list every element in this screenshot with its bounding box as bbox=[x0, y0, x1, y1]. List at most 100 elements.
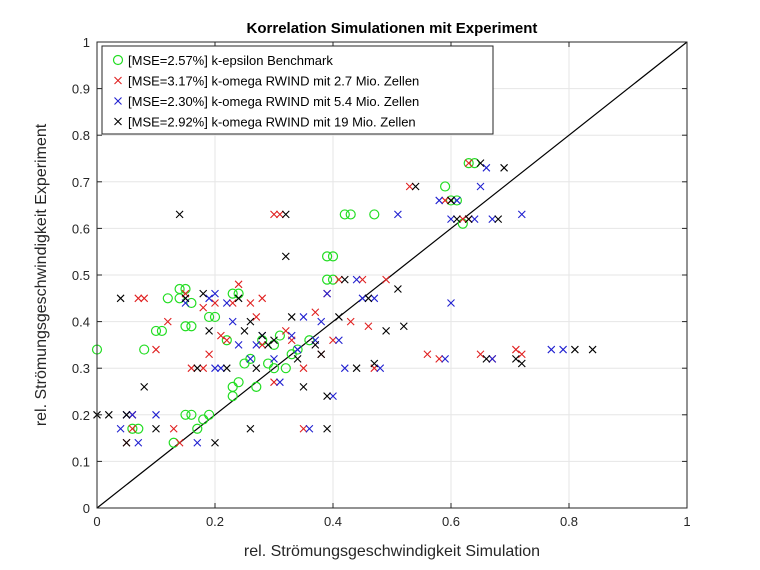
data-point bbox=[270, 354, 278, 363]
data-point bbox=[292, 344, 303, 355]
data-point bbox=[358, 275, 367, 284]
x-marker-stroke bbox=[199, 303, 208, 312]
plot-frame bbox=[96, 41, 688, 509]
x-marker-stroke bbox=[140, 294, 149, 303]
data-point bbox=[222, 299, 231, 307]
data-point bbox=[457, 218, 468, 229]
data-point bbox=[571, 345, 579, 354]
data-point bbox=[358, 294, 367, 303]
x-marker-stroke bbox=[453, 196, 461, 205]
x-marker-stroke bbox=[476, 350, 485, 359]
data-point bbox=[458, 215, 467, 223]
x-marker-stroke bbox=[252, 313, 261, 321]
x-marker-stroke bbox=[453, 215, 461, 223]
data-point bbox=[559, 345, 567, 354]
x-marker-stroke bbox=[240, 327, 249, 335]
x-marker-stroke bbox=[152, 410, 160, 419]
data-point bbox=[180, 409, 191, 420]
x-marker-stroke bbox=[140, 382, 149, 391]
x-marker-stroke bbox=[335, 275, 343, 284]
x-marker-stroke bbox=[364, 294, 373, 303]
data-point bbox=[370, 294, 379, 303]
data-point bbox=[174, 283, 185, 295]
x-marker-stroke bbox=[128, 424, 137, 433]
x-marker-stroke bbox=[134, 294, 143, 303]
data-point bbox=[323, 289, 331, 298]
x-marker-stroke bbox=[258, 341, 267, 349]
axes-frame bbox=[96, 41, 688, 509]
data-point bbox=[340, 364, 349, 373]
data-point bbox=[441, 196, 449, 205]
x-marker-stroke bbox=[199, 289, 208, 298]
x-marker-stroke bbox=[358, 275, 367, 284]
x-marker-stroke bbox=[447, 215, 455, 223]
data-point bbox=[322, 251, 333, 262]
x-marker-stroke bbox=[464, 159, 473, 168]
x-marker-stroke bbox=[382, 275, 390, 284]
identity-line bbox=[96, 41, 688, 509]
data-point bbox=[423, 350, 432, 359]
x-marker-stroke bbox=[252, 341, 261, 349]
data-point bbox=[470, 215, 479, 223]
data-point bbox=[134, 294, 143, 303]
data-point bbox=[327, 251, 339, 262]
x-marker-stroke bbox=[122, 410, 131, 419]
x-marker-stroke bbox=[340, 275, 349, 284]
x-marker-stroke bbox=[382, 327, 390, 335]
data-point bbox=[482, 163, 491, 172]
x-marker-stroke bbox=[175, 210, 184, 219]
data-point bbox=[464, 215, 473, 223]
x-marker-stroke bbox=[488, 354, 497, 363]
legend-entry: [MSE=2.30%] k-omega RWIND mit 5.4 Mio. Z… bbox=[128, 94, 419, 109]
data-point bbox=[199, 364, 208, 373]
x-marker-stroke bbox=[163, 317, 172, 326]
data-point bbox=[205, 327, 213, 335]
y-tick-label: 0.8 bbox=[72, 128, 90, 143]
x-marker-stroke bbox=[246, 299, 255, 307]
data-point bbox=[270, 336, 278, 345]
x-marker-stroke bbox=[588, 345, 597, 354]
legend-marker bbox=[112, 54, 124, 66]
y-tick-label: 0.7 bbox=[72, 175, 90, 190]
legend-box bbox=[101, 45, 494, 135]
x-marker-stroke bbox=[246, 317, 255, 326]
x-marker-stroke bbox=[270, 354, 278, 363]
data-points bbox=[91, 158, 597, 448]
data-point bbox=[252, 341, 261, 349]
tick-labels: 0 0.2 0.4 0.6 0.8 1 0 0.1 0.2 0.3 0.4 0.5 0.6 0.7 0.8 0… bbox=[72, 35, 691, 529]
data-point bbox=[268, 363, 280, 374]
x-marker-stroke bbox=[152, 424, 160, 433]
data-point bbox=[204, 311, 215, 323]
data-point bbox=[233, 377, 244, 388]
x-marker-stroke bbox=[134, 438, 143, 447]
x-marker-stroke bbox=[205, 350, 213, 359]
y-axis-label: rel. Strömungsgeschwindigkeit Experiment bbox=[33, 123, 50, 426]
x-marker-stroke bbox=[205, 327, 213, 335]
x-marker-stroke bbox=[435, 196, 444, 205]
x-tick-label: 0 bbox=[93, 514, 100, 529]
data-point bbox=[335, 336, 343, 345]
data-point bbox=[140, 382, 149, 391]
data-point bbox=[364, 294, 373, 303]
y-tick-label: 0.5 bbox=[72, 268, 90, 283]
x-tick-label: 0.4 bbox=[324, 514, 342, 529]
x-marker-stroke bbox=[181, 294, 190, 303]
data-point bbox=[116, 424, 125, 433]
x-marker-stroke bbox=[281, 327, 290, 335]
data-point bbox=[280, 363, 291, 374]
x-marker-stroke bbox=[122, 438, 131, 447]
data-point bbox=[335, 275, 343, 284]
data-point bbox=[246, 299, 255, 307]
data-point bbox=[258, 294, 267, 303]
x-marker-stroke bbox=[228, 317, 237, 326]
x-marker-stroke bbox=[264, 341, 272, 349]
x-marker-stroke bbox=[234, 341, 243, 349]
data-point bbox=[453, 215, 461, 223]
data-point bbox=[281, 210, 290, 219]
data-point bbox=[447, 215, 455, 223]
data-point bbox=[128, 410, 137, 419]
y-tick-label: 0.4 bbox=[72, 315, 90, 330]
legend: [MSE=2.57%] k-epsilon Benchmark [MSE=3.17… bbox=[101, 45, 494, 135]
data-point bbox=[441, 354, 449, 363]
x-marker-stroke bbox=[211, 299, 219, 307]
